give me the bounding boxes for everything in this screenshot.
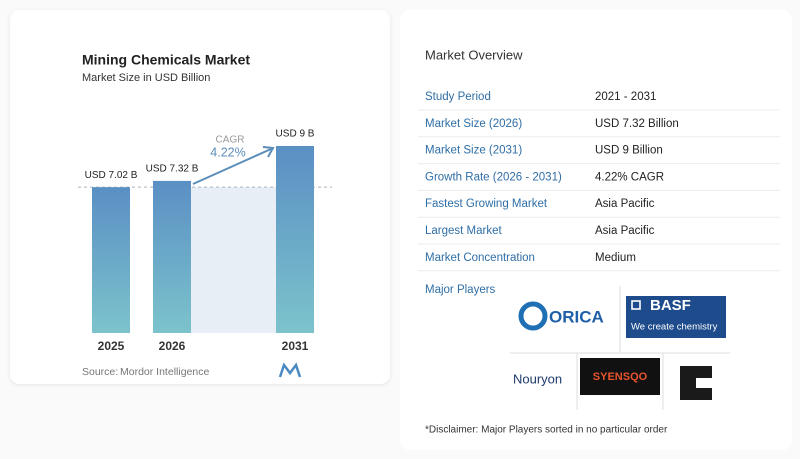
x-tick-label: 2025 [98,339,125,353]
overview-title: Market Overview [425,47,523,62]
row-label: Largest Market [425,225,503,237]
cagr-region [191,187,276,333]
bar [276,146,314,333]
x-tick-label: 2031 [282,339,309,353]
value-label: USD 7.32 B [146,164,199,175]
source-name: Mordor Intelligence [120,366,209,378]
row-label: Market Size (2026) [425,118,522,130]
player-logo: Nouryon [513,371,562,386]
bar [92,187,130,333]
overview-card [400,10,792,450]
cagr-label: CAGR [216,135,245,146]
row-value: Asia Pacific [595,225,655,237]
row-value: 2021 - 2031 [595,91,656,103]
logo-grid [510,286,730,410]
source-label: Source: [82,366,118,378]
value-label: USD 9 B [276,129,315,140]
player-logo: ORICA [549,307,604,326]
syensqo-box [580,358,660,395]
row-value: Asia Pacific [595,198,655,210]
disclaimer: *Disclaimer: Major Players sorted in no … [425,425,668,436]
basf-icon [631,300,641,310]
chart-subtitle: Market Size in USD Billion [82,72,210,84]
row-label: Study Period [425,91,491,103]
chart-title: Mining Chemicals Market [82,52,250,68]
row-value: USD 7.32 Billion [595,118,679,130]
player-tagline: We create chemistry [631,322,718,333]
brand-logo [278,362,302,378]
player-logo: SYENSQO [593,371,648,383]
value-label: USD 7.02 B [85,170,138,181]
row-label: Growth Rate (2026 - 2031) [425,171,562,183]
cagr-arrowhead [262,146,275,158]
overview-table: Study Period 2021 - 2031 Market Size (2026… [418,91,780,272]
plot: USD 7.02 B 2025 USD 7.32 B 2026 USD 9 B 2031 [78,129,332,353]
row-label: Market Size (2031) [425,145,522,157]
row-value: USD 9 Billion [595,145,663,157]
row-value: Medium [595,252,636,264]
row-label: Fastest Growing Market [425,198,548,210]
orica-icon [518,301,548,331]
player-logo-icon [680,366,712,400]
x-tick-label: 2026 [159,339,186,353]
row-value: 4.22% CAGR [595,171,664,183]
player-logo: BASF [650,297,691,314]
bar [153,180,191,333]
players-title: Major Players [425,284,496,296]
cagr-value: 4.22% [210,145,245,159]
row-label: Market Concentration [425,252,535,264]
basf-box [626,296,726,338]
cagr-arrow [192,148,272,185]
